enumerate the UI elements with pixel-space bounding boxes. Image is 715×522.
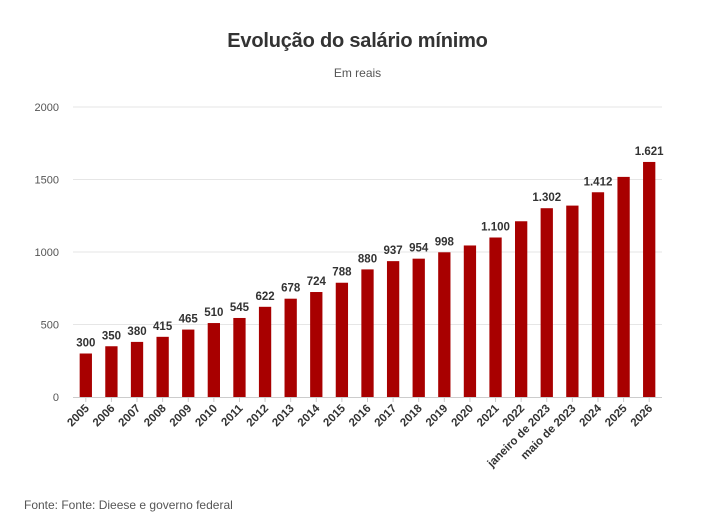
data-label: 724 [307, 276, 327, 288]
bar [310, 292, 323, 397]
y-axis: 0 500 1000 1500 2000 [35, 102, 59, 404]
y-tick-label: 500 [41, 320, 59, 332]
data-label: 622 [255, 291, 274, 303]
bar [617, 176, 630, 397]
x-tick-label: 2007 [117, 403, 144, 430]
x-tick-label: 2009 [168, 403, 195, 430]
bar [258, 306, 272, 397]
bar [156, 336, 169, 397]
x-tick-label: 2021 [475, 402, 502, 429]
x-tick-label: 2020 [449, 403, 476, 430]
data-label: 788 [332, 267, 352, 279]
data-label: 1.302 [532, 192, 561, 204]
bar [489, 237, 502, 397]
x-tick-label: 2006 [91, 403, 118, 430]
data-label: 350 [102, 330, 121, 342]
data-labels: 300 350 380 415 465 510 545 622 678 724 788 880 937 9… [76, 146, 664, 350]
bar [566, 205, 579, 397]
bar [438, 252, 451, 397]
data-label: 880 [358, 253, 377, 265]
bar [233, 317, 246, 397]
y-tick-label: 0 [53, 392, 59, 404]
data-label: 1.621 [635, 146, 664, 158]
data-label: 1.100 [481, 222, 510, 234]
x-tick-label: 2026 [629, 403, 656, 430]
bar [335, 282, 349, 397]
x-tick-label: 2019 [424, 403, 451, 430]
x-tick-label: 2024 [578, 402, 605, 429]
bar [284, 298, 297, 397]
x-axis: 2005 2006 2007 2008 2009 2010 2011 2012 2013 2014… [65, 402, 655, 470]
x-tick-label: 2014 [296, 402, 323, 429]
chart-subtitle: Em reais [333, 66, 382, 80]
bar [182, 329, 195, 397]
x-tick-label: 2012 [245, 403, 272, 430]
x-tick-label: 2017 [373, 403, 400, 430]
bar [207, 323, 220, 397]
data-label: 415 [153, 321, 173, 333]
x-tick-label: 2008 [142, 402, 169, 429]
data-label: 510 [204, 307, 223, 319]
data-label: 380 [127, 326, 146, 338]
bar [463, 245, 477, 397]
y-tick-label: 1000 [35, 247, 59, 259]
bar [79, 353, 92, 397]
x-tick-label: 2005 [65, 402, 92, 429]
x-tick-label: 2015 [321, 402, 348, 429]
bar [412, 258, 425, 397]
bar [386, 261, 400, 397]
data-label: 937 [384, 245, 403, 257]
y-tick-label: 1500 [35, 175, 59, 187]
data-label: 1.412 [584, 176, 613, 188]
bar [515, 221, 528, 397]
data-label: 545 [230, 302, 250, 314]
data-label: 300 [76, 338, 95, 350]
x-tick-label: 2016 [347, 403, 374, 430]
bar [643, 161, 656, 397]
source-note: Fonte: Fonte: Dieese e governo federal [24, 498, 233, 512]
x-tick-label: 2018 [398, 402, 425, 429]
bar [361, 269, 374, 397]
data-label: 954 [409, 243, 429, 255]
y-tick-label: 2000 [35, 102, 59, 114]
data-label: 998 [435, 236, 455, 248]
x-tick-label: 2025 [603, 402, 630, 429]
data-label: 678 [281, 283, 301, 295]
bar [591, 192, 605, 397]
bars [79, 161, 656, 397]
x-tick-label: 2011 [219, 402, 246, 429]
data-label: 465 [179, 314, 199, 326]
chart-title: Evolução do salário mínimo [227, 30, 488, 52]
bar [540, 208, 553, 397]
x-tick-label: 2010 [193, 403, 220, 430]
bar [130, 341, 144, 397]
bar [105, 346, 118, 397]
x-tick-label: 2013 [270, 403, 297, 430]
